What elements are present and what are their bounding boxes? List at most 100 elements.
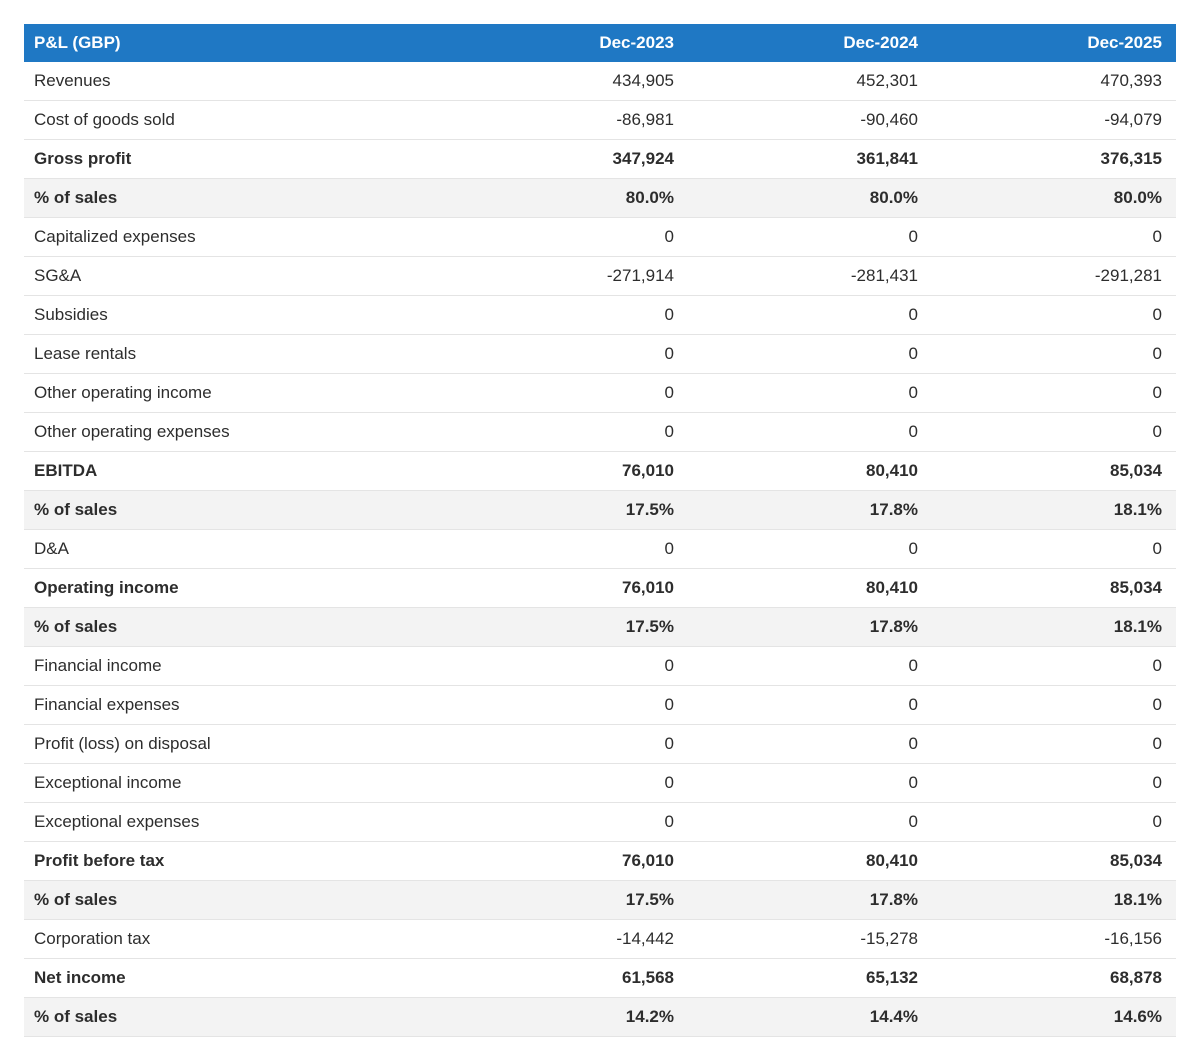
pnl-body: Revenues434,905452,301470,393Cost of goo… — [24, 62, 1176, 1037]
row-value: 0 — [688, 803, 932, 842]
row-value: 0 — [932, 647, 1176, 686]
row-value: 0 — [932, 296, 1176, 335]
table-row: Profit (loss) on disposal000 — [24, 725, 1176, 764]
row-label: D&A — [24, 530, 444, 569]
table-row: Exceptional expenses000 — [24, 803, 1176, 842]
row-value: 0 — [444, 335, 688, 374]
row-value: 17.8% — [688, 608, 932, 647]
table-row: % of sales14.2%14.4%14.6% — [24, 998, 1176, 1037]
row-value: 85,034 — [932, 842, 1176, 881]
pnl-table: P&L (GBP) Dec-2023 Dec-2024 Dec-2025 Rev… — [24, 24, 1176, 1037]
row-value: 17.8% — [688, 881, 932, 920]
row-label: Exceptional income — [24, 764, 444, 803]
row-value: 18.1% — [932, 608, 1176, 647]
row-value: 0 — [932, 374, 1176, 413]
row-value: 0 — [932, 764, 1176, 803]
row-value: -16,156 — [932, 920, 1176, 959]
table-row: Lease rentals000 — [24, 335, 1176, 374]
row-value: 452,301 — [688, 62, 932, 101]
row-value: 14.6% — [932, 998, 1176, 1037]
row-value: 0 — [444, 218, 688, 257]
row-value: 68,878 — [932, 959, 1176, 998]
row-value: 470,393 — [932, 62, 1176, 101]
row-label: Exceptional expenses — [24, 803, 444, 842]
row-label: Other operating expenses — [24, 413, 444, 452]
row-value: 14.4% — [688, 998, 932, 1037]
table-row: Capitalized expenses000 — [24, 218, 1176, 257]
row-value: 0 — [444, 764, 688, 803]
table-row: Cost of goods sold-86,981-90,460-94,079 — [24, 101, 1176, 140]
row-value: -94,079 — [932, 101, 1176, 140]
row-value: 76,010 — [444, 569, 688, 608]
row-label: Operating income — [24, 569, 444, 608]
pnl-header-row: P&L (GBP) Dec-2023 Dec-2024 Dec-2025 — [24, 24, 1176, 62]
row-label: Net income — [24, 959, 444, 998]
row-value: 0 — [688, 647, 932, 686]
row-value: 0 — [444, 686, 688, 725]
row-value: 0 — [444, 530, 688, 569]
table-row: Gross profit347,924361,841376,315 — [24, 140, 1176, 179]
row-value: 17.8% — [688, 491, 932, 530]
row-value: 80,410 — [688, 569, 932, 608]
row-value: 85,034 — [932, 452, 1176, 491]
row-value: 0 — [688, 413, 932, 452]
row-value: 0 — [444, 413, 688, 452]
row-value: 0 — [932, 413, 1176, 452]
row-label: % of sales — [24, 179, 444, 218]
row-value: 0 — [688, 335, 932, 374]
row-value: 17.5% — [444, 608, 688, 647]
row-value: 65,132 — [688, 959, 932, 998]
row-label: EBITDA — [24, 452, 444, 491]
row-value: -86,981 — [444, 101, 688, 140]
row-value: 361,841 — [688, 140, 932, 179]
row-value: 376,315 — [932, 140, 1176, 179]
row-label: Gross profit — [24, 140, 444, 179]
row-value: 76,010 — [444, 842, 688, 881]
row-value: 80.0% — [444, 179, 688, 218]
table-row: % of sales17.5%17.8%18.1% — [24, 881, 1176, 920]
row-value: -14,442 — [444, 920, 688, 959]
row-value: 80.0% — [932, 179, 1176, 218]
row-label: Subsidies — [24, 296, 444, 335]
row-label: Other operating income — [24, 374, 444, 413]
row-value: 80,410 — [688, 452, 932, 491]
row-value: -15,278 — [688, 920, 932, 959]
table-row: Financial expenses000 — [24, 686, 1176, 725]
row-value: 0 — [444, 296, 688, 335]
row-label: Profit (loss) on disposal — [24, 725, 444, 764]
table-row: Profit before tax76,01080,41085,034 — [24, 842, 1176, 881]
pnl-header-col3: Dec-2025 — [932, 24, 1176, 62]
table-row: Other operating expenses000 — [24, 413, 1176, 452]
pnl-header-col1: Dec-2023 — [444, 24, 688, 62]
row-value: 17.5% — [444, 491, 688, 530]
pnl-header-label: P&L (GBP) — [24, 24, 444, 62]
row-value: 80,410 — [688, 842, 932, 881]
row-value: 347,924 — [444, 140, 688, 179]
row-value: 0 — [688, 218, 932, 257]
row-value: 0 — [688, 764, 932, 803]
row-value: 76,010 — [444, 452, 688, 491]
row-value: 0 — [932, 803, 1176, 842]
row-value: 434,905 — [444, 62, 688, 101]
table-row: Subsidies000 — [24, 296, 1176, 335]
row-label: Lease rentals — [24, 335, 444, 374]
row-value: 61,568 — [444, 959, 688, 998]
row-value: 0 — [688, 725, 932, 764]
table-row: % of sales17.5%17.8%18.1% — [24, 608, 1176, 647]
row-label: Financial income — [24, 647, 444, 686]
row-value: 80.0% — [688, 179, 932, 218]
row-value: -271,914 — [444, 257, 688, 296]
table-row: Other operating income000 — [24, 374, 1176, 413]
row-label: % of sales — [24, 491, 444, 530]
row-label: Financial expenses — [24, 686, 444, 725]
table-row: Exceptional income000 — [24, 764, 1176, 803]
row-value: 0 — [444, 374, 688, 413]
row-label: Capitalized expenses — [24, 218, 444, 257]
table-row: EBITDA76,01080,41085,034 — [24, 452, 1176, 491]
row-value: 17.5% — [444, 881, 688, 920]
row-value: 0 — [932, 335, 1176, 374]
row-value: -90,460 — [688, 101, 932, 140]
row-value: -281,431 — [688, 257, 932, 296]
row-value: 0 — [932, 530, 1176, 569]
row-value: 0 — [444, 647, 688, 686]
